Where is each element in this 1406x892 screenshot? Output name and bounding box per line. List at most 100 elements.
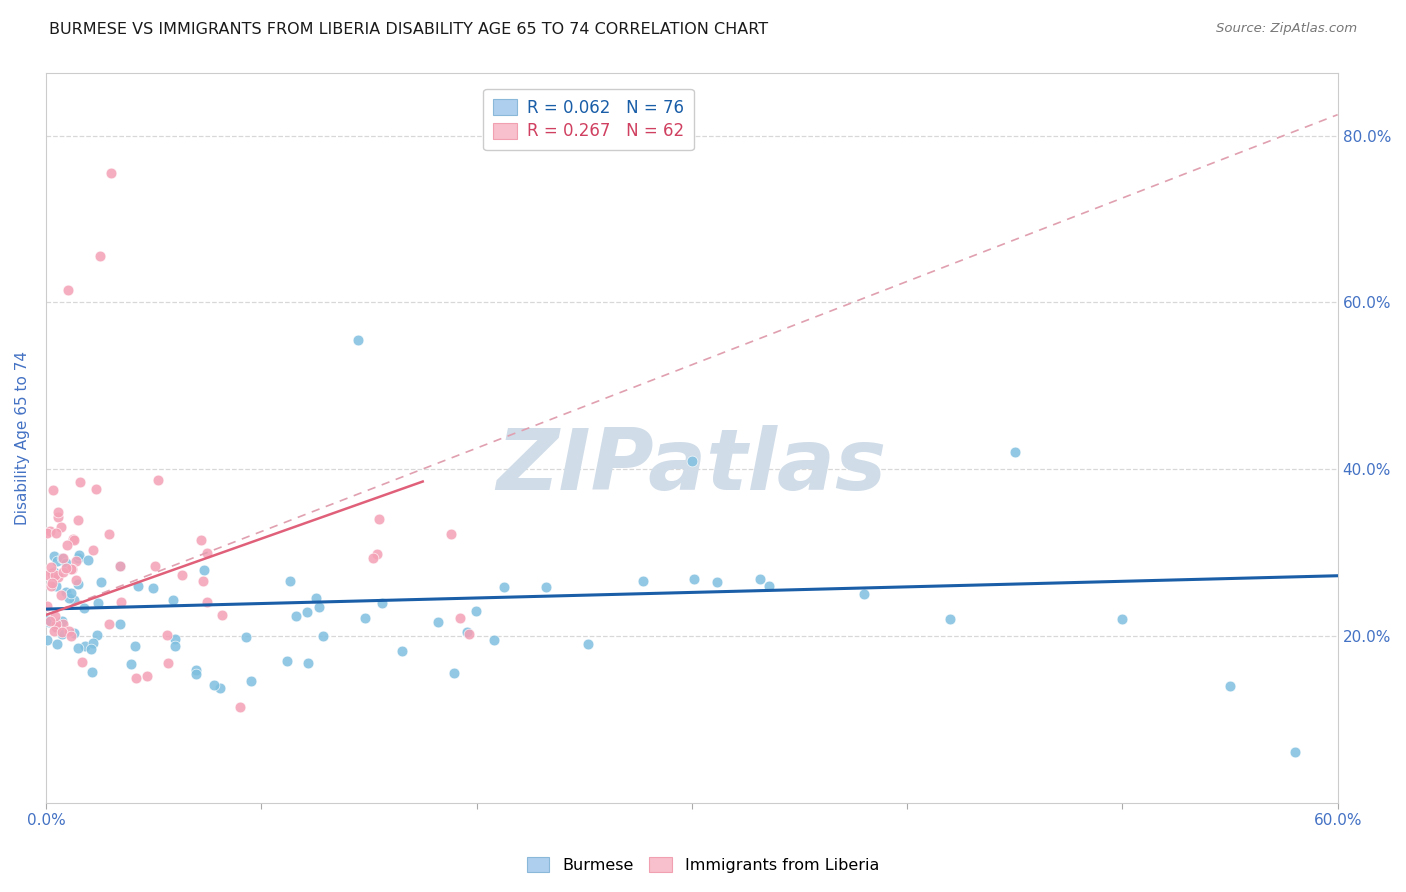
Point (51, 627, 73, 641)
Point (312, 629, 335, 643)
Point (371, 596, 394, 610)
Point (37, 526, 59, 541)
Point (184, 663, 207, 677)
Point (44, 608, 66, 623)
Point (108, 617, 131, 632)
Point (45, 526, 67, 541)
Point (62, 625, 84, 640)
Point (67, 550, 90, 565)
Point (391, 643, 413, 657)
Point (165, 639, 187, 653)
Point (354, 611, 377, 625)
Point (45, 620, 67, 634)
Point (165, 632, 187, 646)
Point (41, 566, 63, 580)
Point (239, 674, 262, 689)
Point (65, 554, 87, 568)
Point (853, 587, 876, 601)
Point (235, 630, 257, 644)
Point (427, 615, 450, 629)
Point (59, 585, 82, 599)
Point (681, 453, 703, 467)
Point (465, 604, 488, 618)
Point (41, 579, 63, 593)
Point (172, 568, 194, 582)
Point (55, 556, 77, 570)
Point (46, 554, 69, 568)
Point (89, 249, 111, 263)
Point (146, 473, 169, 487)
Point (98, 527, 121, 541)
Point (193, 562, 215, 576)
Point (136, 669, 159, 683)
Point (443, 666, 465, 681)
Text: ZIPatlas: ZIPatlas (496, 425, 887, 508)
Point (44, 565, 66, 579)
Point (55, 561, 77, 575)
Point (208, 681, 231, 695)
Point (90, 575, 112, 590)
Point (45, 579, 67, 593)
Point (52, 550, 75, 565)
Point (59, 562, 82, 576)
Point (195, 595, 218, 609)
Point (42, 483, 65, 497)
Point (748, 572, 770, 586)
Point (361, 551, 384, 566)
Point (41, 576, 63, 591)
Point (683, 572, 706, 586)
Point (456, 624, 478, 639)
Point (46, 510, 69, 524)
Point (73, 601, 96, 615)
Point (143, 558, 166, 573)
Point (42, 624, 65, 639)
Point (37, 599, 59, 614)
Point (60, 562, 83, 576)
Point (1004, 445, 1026, 459)
Point (51, 551, 73, 566)
Point (58, 624, 80, 639)
Point (305, 591, 328, 605)
Point (108, 558, 131, 573)
Point (631, 574, 654, 588)
Point (939, 612, 962, 626)
Point (80, 665, 103, 680)
Point (1111, 612, 1133, 626)
Point (186, 667, 208, 681)
Point (38, 524, 60, 539)
Point (82, 635, 104, 649)
Point (69, 475, 91, 490)
Point (80, 642, 103, 657)
Point (202, 678, 225, 692)
Point (42, 567, 65, 582)
Point (347, 333, 370, 347)
Point (458, 627, 481, 641)
Y-axis label: Disability Age 65 to 74: Disability Age 65 to 74 (15, 351, 30, 524)
Point (308, 600, 330, 615)
Point (62, 533, 84, 547)
Point (278, 574, 301, 588)
Point (38, 615, 60, 629)
Point (35, 633, 58, 648)
Point (67, 577, 90, 591)
Point (297, 605, 319, 619)
Point (534, 580, 557, 594)
Point (46, 505, 69, 519)
Point (51, 625, 73, 640)
Legend: R = 0.062   N = 76, R = 0.267   N = 62: R = 0.062 N = 76, R = 0.267 N = 62 (484, 88, 693, 151)
Point (156, 628, 179, 642)
Point (228, 699, 250, 714)
Point (52, 616, 75, 631)
Point (100, 166, 122, 180)
Point (276, 655, 298, 669)
Point (162, 592, 184, 607)
Point (63, 593, 86, 607)
Point (285, 608, 308, 623)
Point (44, 549, 66, 563)
Point (157, 656, 180, 670)
Point (758, 579, 780, 593)
Point (82, 542, 104, 557)
Point (120, 657, 142, 671)
Point (52, 565, 75, 579)
Point (56, 538, 79, 552)
